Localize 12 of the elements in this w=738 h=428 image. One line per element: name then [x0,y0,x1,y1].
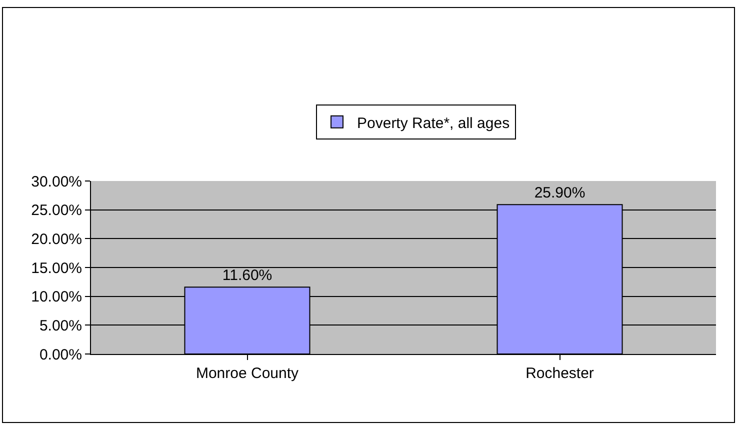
data-label: 11.60% [222,267,272,284]
y-tick-label: 30.00% [31,173,82,190]
legend-label: Poverty Rate*, all ages [357,114,510,132]
data-label: 25.90% [534,184,586,202]
y-tick-label: 10.00% [31,288,82,306]
x-tick-label: Rochester [526,365,594,382]
y-tick-label: 15.00% [31,260,82,277]
y-tick-label: 0.00% [39,346,82,364]
y-tick-label: 5.00% [39,317,82,334]
x-tick-label: Monroe County [196,365,300,382]
y-tick-label: 20.00% [31,230,82,248]
y-tick-label: 25.00% [31,202,82,220]
